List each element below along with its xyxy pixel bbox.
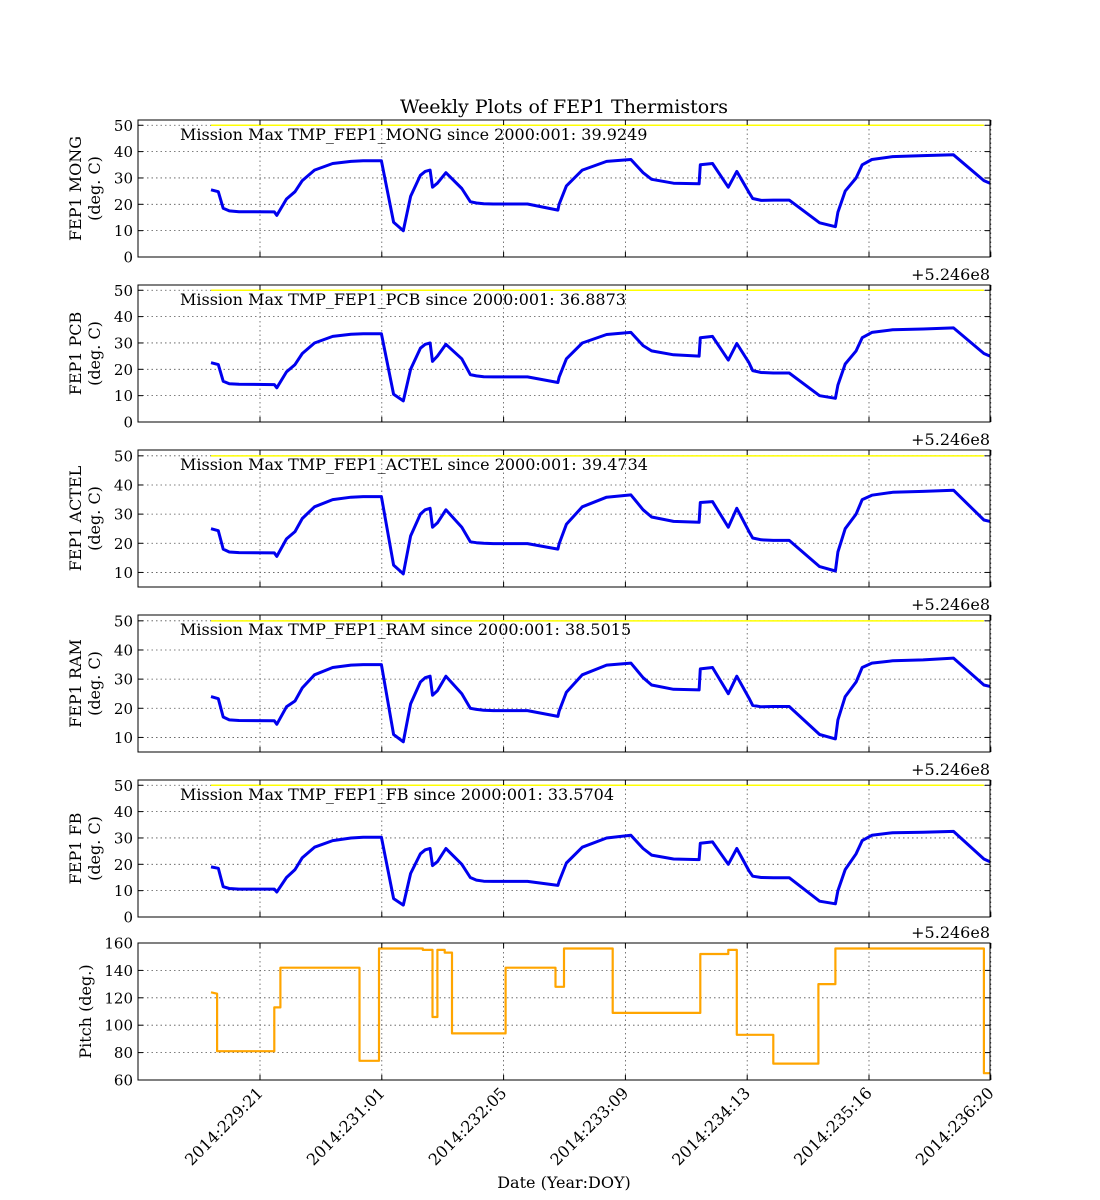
x-tick-label: 2014:235:16 xyxy=(790,1083,876,1169)
axes-frame xyxy=(137,614,991,753)
y-tick-label: 50 xyxy=(114,777,133,795)
temperature-line xyxy=(210,326,991,403)
x-axis-label: Date (Year:DOY) xyxy=(497,1173,631,1192)
y-tick-label: 40 xyxy=(114,143,133,161)
y-tick-label: 40 xyxy=(114,308,133,326)
y-tick-label: 80 xyxy=(114,1044,133,1062)
axes-frame xyxy=(137,119,991,258)
y-axis-label: Pitch (deg.) xyxy=(76,964,95,1058)
y-tick-label: 40 xyxy=(114,803,133,821)
y-tick-label: 0 xyxy=(123,909,133,927)
shared-x-axis: 2014:229:21 2014:231:01 2014:232:05 2014:23… xyxy=(181,1083,998,1169)
panel-3: 10 20 30 40 50 FEP1 ACTEL(deg. C) Mission Max … xyxy=(66,430,992,588)
x-tick-label: 2014:234:13 xyxy=(668,1083,754,1169)
pitch-line xyxy=(210,947,990,1075)
y-tick-label: 20 xyxy=(114,196,133,214)
y-tick-label: 50 xyxy=(114,612,133,630)
y-axis-label: FEP1 ACTEL(deg. C) xyxy=(66,465,104,571)
temperature-line xyxy=(210,656,991,744)
panel-6: 60 80 100 120 140 160 Pitch (deg.) +5.246e8 xyxy=(76,923,992,1090)
y-axis-label: FEP1 PCB(deg. C) xyxy=(66,312,104,396)
mission-max-annotation: Mission Max TMP_FEP1_RAM since 2000:001:… xyxy=(180,620,631,639)
y-tick-label: 10 xyxy=(114,882,133,900)
temperature-line xyxy=(210,829,991,907)
y-tick-label: 20 xyxy=(114,361,133,379)
panels: 0 10 20 30 40 50 FEP1 MONG(deg. C) Mission Max … xyxy=(66,117,992,1090)
panel-4: 10 20 30 40 50 FEP1 RAM(deg. C) Mission Max TM… xyxy=(66,595,992,753)
y-tick-label: 40 xyxy=(114,641,133,659)
panel-2: 0 10 20 30 40 50 FEP1 PCB(deg. C) Mission Max T… xyxy=(66,265,992,432)
y-tick-label: 60 xyxy=(114,1072,133,1090)
panel-1: 0 10 20 30 40 50 FEP1 MONG(deg. C) Mission Max … xyxy=(66,117,992,267)
y-tick-label: 160 xyxy=(104,935,133,953)
y-tick-label: 40 xyxy=(114,476,133,494)
y-tick-label: 140 xyxy=(104,962,133,980)
y-tick-label: 10 xyxy=(114,387,133,405)
mission-max-annotation: Mission Max TMP_FEP1_PCB since 2000:001:… xyxy=(180,290,626,309)
figure-title: Weekly Plots of FEP1 Thermistors xyxy=(400,96,728,118)
x-offset-label: +5.246e8 xyxy=(911,430,990,449)
y-tick-label: 30 xyxy=(114,829,133,847)
y-tick-label: 10 xyxy=(114,564,133,582)
mission-max-annotation: Mission Max TMP_FEP1_ACTEL since 2000:00… xyxy=(180,455,648,474)
y-tick-label: 30 xyxy=(114,334,133,352)
mission-max-annotation: Mission Max TMP_FEP1_FB since 2000:001: … xyxy=(180,785,614,804)
axes-frame xyxy=(137,284,991,423)
axes-frame xyxy=(137,942,991,1081)
x-tick-label: 2014:233:09 xyxy=(546,1083,632,1169)
y-tick-label: 30 xyxy=(114,671,133,689)
y-tick-label: 20 xyxy=(114,535,133,553)
x-offset-label: +5.246e8 xyxy=(911,595,990,614)
y-tick-label: 20 xyxy=(114,856,133,874)
mission-max-annotation: Mission Max TMP_FEP1_MONG since 2000:001… xyxy=(180,125,647,144)
y-axis-label: FEP1 RAM(deg. C) xyxy=(66,639,104,728)
y-tick-label: 0 xyxy=(123,249,133,267)
y-tick-label: 100 xyxy=(104,1017,133,1035)
y-axis-label: FEP1 FB(deg. C) xyxy=(66,813,104,885)
x-tick-label: 2014:232:05 xyxy=(425,1083,511,1169)
y-tick-label: 20 xyxy=(114,700,133,718)
y-tick-label: 10 xyxy=(114,729,133,747)
panel-5: 0 10 20 30 40 50 FEP1 FB(deg. C) Mission Max TM… xyxy=(66,760,992,927)
x-tick-label: 2014:236:20 xyxy=(912,1083,998,1169)
y-tick-label: 120 xyxy=(104,989,133,1007)
x-tick-label: 2014:229:21 xyxy=(181,1083,267,1169)
axes-frame xyxy=(137,449,991,588)
x-offset-label: +5.246e8 xyxy=(911,265,990,284)
y-tick-label: 50 xyxy=(114,447,133,465)
x-offset-label: +5.246e8 xyxy=(911,760,990,779)
y-tick-label: 50 xyxy=(114,282,133,300)
y-tick-label: 0 xyxy=(123,414,133,432)
axes-frame xyxy=(137,779,991,918)
temperature-line xyxy=(210,488,991,576)
y-tick-label: 30 xyxy=(114,169,133,187)
y-tick-label: 30 xyxy=(114,506,133,524)
y-tick-label: 50 xyxy=(114,117,133,135)
temperature-line xyxy=(210,153,991,233)
x-offset-label: +5.246e8 xyxy=(911,923,990,942)
y-axis-label: FEP1 MONG(deg. C) xyxy=(66,136,104,241)
x-tick-label: 2014:231:01 xyxy=(303,1083,389,1169)
y-tick-label: 10 xyxy=(114,222,133,240)
